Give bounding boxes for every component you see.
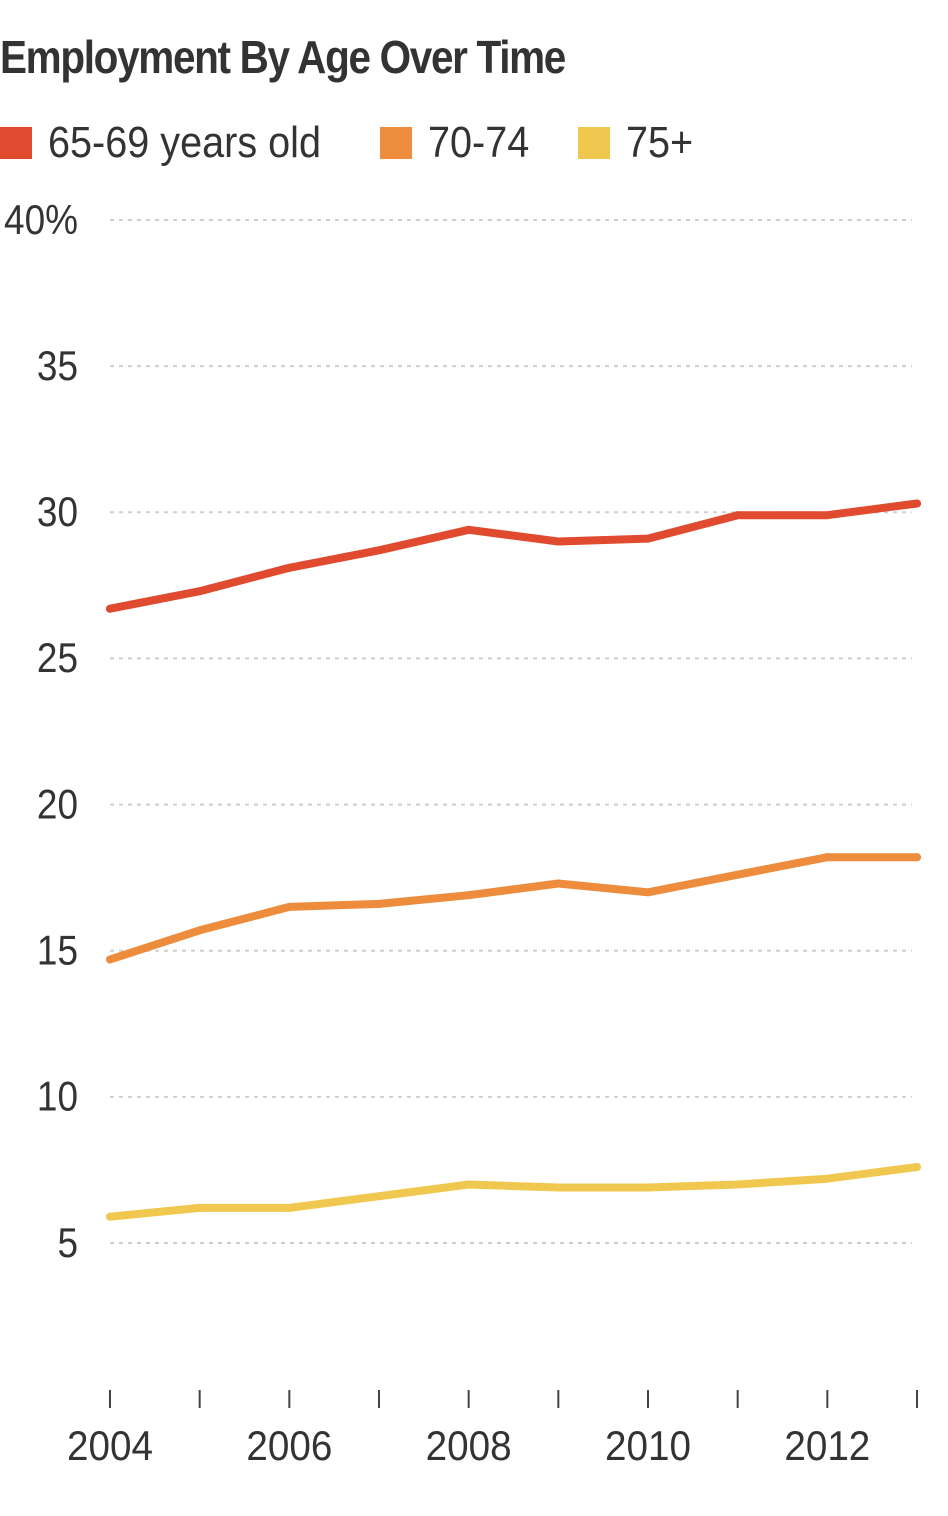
data-point: [464, 1180, 473, 1189]
y-tick-label: 15: [37, 927, 78, 974]
data-point: [285, 1203, 294, 1212]
data-point: [823, 511, 832, 520]
data-point: [733, 1180, 742, 1189]
x-tick-label: 2006: [246, 1421, 332, 1469]
legend-item-70-74: 70-74: [380, 116, 541, 170]
x-tick-label: 2008: [426, 1421, 512, 1469]
data-point: [464, 891, 473, 900]
data-point: [913, 853, 921, 862]
legend-swatch-70-74: [380, 127, 412, 159]
y-tick-label: 20: [37, 781, 78, 828]
data-point: [285, 563, 294, 572]
y-tick-label: 40%: [4, 197, 78, 244]
data-point: [644, 1183, 652, 1192]
data-point: [644, 534, 652, 543]
data-point: [913, 1163, 921, 1172]
legend-swatch-75-plus: [578, 127, 610, 159]
y-tick-label: 10: [37, 1074, 78, 1121]
data-point: [106, 604, 114, 613]
series-line-2: [106, 853, 921, 964]
data-point: [823, 853, 832, 862]
legend-label-70-74: 70-74: [428, 118, 530, 167]
data-point: [195, 1203, 204, 1212]
y-tick-label: 35: [37, 343, 78, 390]
y-tick-label: 30: [37, 489, 78, 536]
series-line-1: [106, 499, 921, 613]
data-point: [823, 1174, 832, 1183]
data-point: [464, 525, 473, 534]
data-point: [285, 902, 294, 911]
x-tick-label: 2004: [67, 1421, 153, 1469]
chart-title: Employment By Age Over Time: [0, 31, 566, 83]
data-point: [554, 879, 563, 888]
data-point: [106, 955, 114, 964]
x-tick-label: 2010: [605, 1421, 691, 1469]
data-point: [375, 546, 383, 555]
data-point: [733, 870, 742, 879]
y-tick-label: 5: [57, 1220, 78, 1267]
data-point: [644, 888, 652, 897]
data-point: [195, 587, 204, 596]
legend-swatch-65-69: [0, 127, 32, 159]
data-point: [913, 499, 921, 508]
x-tick-label: 2012: [784, 1421, 870, 1469]
data-point: [195, 926, 204, 935]
y-tick-label: 25: [37, 635, 78, 682]
data-point: [106, 1212, 114, 1221]
chart-legend: 65-69 years old 70-74 75+: [0, 116, 948, 170]
data-point: [375, 1192, 383, 1201]
series-line-3: [106, 1163, 921, 1221]
data-point: [554, 537, 563, 546]
data-point: [733, 511, 742, 520]
data-point: [375, 899, 383, 908]
legend-item-65-69: 65-69 years old: [0, 116, 351, 170]
data-point: [554, 1183, 563, 1192]
legend-label-65-69: 65-69 years old: [48, 118, 321, 167]
legend-label-75-plus: 75+: [626, 118, 694, 167]
legend-item-75-plus: 75+: [578, 116, 701, 170]
